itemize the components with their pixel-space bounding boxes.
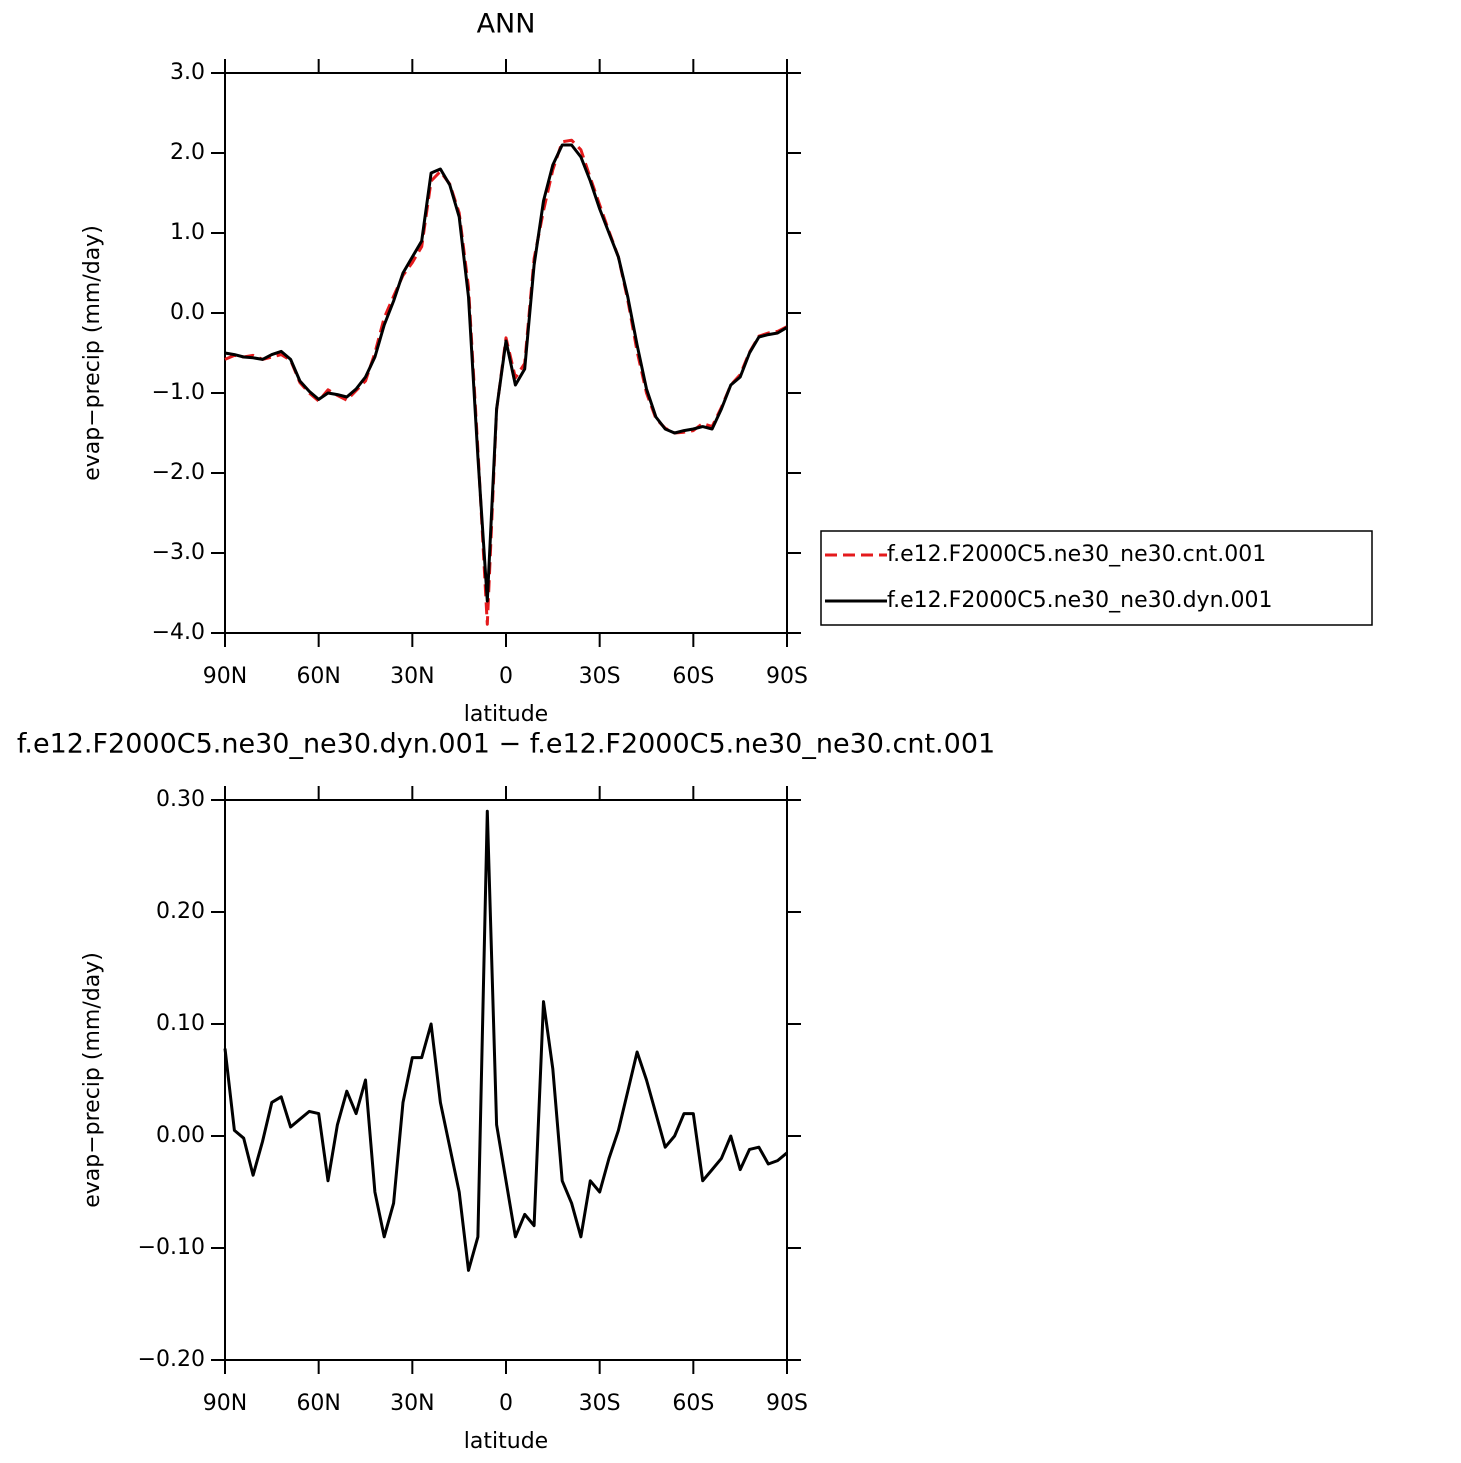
y-tick-label: 0.10 — [156, 1011, 205, 1036]
y-tick-label: −4.0 — [152, 620, 205, 645]
y-tick-label: −2.0 — [152, 460, 205, 485]
y-tick-label: −0.10 — [138, 1235, 205, 1260]
x-tick-label: 90N — [203, 664, 247, 689]
y-axis-label: evap−precip (mm/day) — [80, 225, 105, 481]
y-axis-label: evap−precip (mm/day) — [80, 952, 105, 1208]
x-tick-label: 60N — [296, 664, 340, 689]
legend-entry: f.e12.F2000C5.ne30_ne30.cnt.001 — [887, 542, 1266, 567]
x-tick-label: 0 — [499, 1391, 513, 1416]
x-tick-label: 60N — [296, 1391, 340, 1416]
x-tick-label: 30N — [390, 664, 434, 689]
x-tick-label: 90N — [203, 1391, 247, 1416]
y-tick-label: −0.20 — [138, 1347, 205, 1372]
y-tick-label: 0.0 — [170, 300, 205, 325]
x-axis-label: latitude — [464, 1429, 548, 1454]
x-tick-label: 90S — [766, 1391, 808, 1416]
data-line — [224, 138, 788, 626]
chart-title: f.e12.F2000C5.ne30_ne30.dyn.001 − f.e12.… — [17, 729, 995, 760]
x-tick-label: 60S — [672, 664, 714, 689]
chart-title: ANN — [477, 9, 536, 40]
y-tick-label: 0.20 — [156, 899, 205, 924]
y-tick-label: 2.0 — [170, 140, 205, 165]
x-tick-label: 90S — [766, 664, 808, 689]
x-tick-label: 30S — [579, 1391, 621, 1416]
data-line — [224, 143, 788, 603]
x-axis-label: latitude — [464, 702, 548, 727]
x-tick-label: 60S — [672, 1391, 714, 1416]
y-tick-label: 3.0 — [170, 60, 205, 85]
x-tick-label: 0 — [499, 664, 513, 689]
x-tick-label: 30S — [579, 664, 621, 689]
data-line — [223, 809, 788, 1272]
legend-entry: f.e12.F2000C5.ne30_ne30.dyn.001 — [887, 588, 1273, 613]
plot-frame — [224, 72, 788, 634]
y-tick-label: 0.30 — [156, 787, 205, 812]
y-tick-label: −3.0 — [152, 540, 205, 565]
x-tick-label: 30N — [390, 1391, 434, 1416]
y-tick-label: 0.00 — [156, 1123, 205, 1148]
y-tick-label: 1.0 — [170, 220, 205, 245]
y-tick-label: −1.0 — [152, 380, 205, 405]
legend-box — [820, 530, 1373, 626]
plot-frame — [224, 799, 788, 1361]
